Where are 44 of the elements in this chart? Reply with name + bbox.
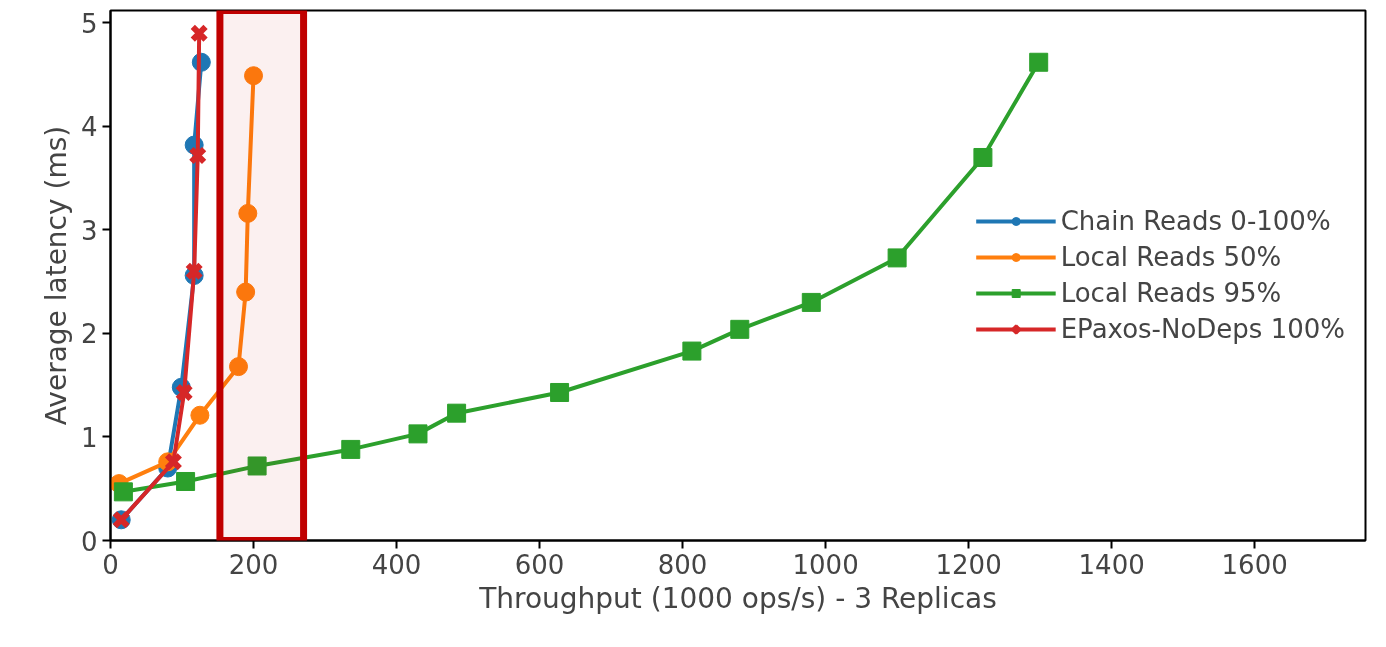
- point: [238, 203, 258, 223]
- point: [184, 262, 204, 281]
- x-tick-label: 1400: [1078, 549, 1145, 580]
- point: [190, 405, 210, 425]
- point: [1029, 52, 1049, 72]
- y-tick-label: 4: [80, 112, 98, 143]
- x-tick-label: 1000: [792, 549, 859, 580]
- point: [174, 383, 194, 402]
- x-tick-label: 1600: [1221, 549, 1288, 580]
- point: [887, 248, 907, 268]
- legend-label: Local Reads 95%: [1060, 278, 1282, 308]
- point: [247, 456, 267, 476]
- y-tick-label: 0: [80, 526, 98, 557]
- point: [164, 452, 183, 472]
- point: [176, 472, 196, 491]
- point: [801, 292, 821, 312]
- point: [113, 482, 133, 502]
- x-tick-label: 400: [371, 549, 422, 580]
- point: [236, 282, 256, 302]
- x-tick-label: 200: [228, 549, 279, 580]
- x-tick-label: 800: [657, 549, 708, 580]
- legend-label: Local Reads 50%: [1060, 242, 1282, 272]
- x-axis-title: Throughput (1000 ops/s) - 3 Replicas: [478, 581, 997, 615]
- y-tick-label: 3: [80, 215, 98, 246]
- x-tick-label: 0: [102, 549, 119, 580]
- point: [730, 319, 750, 339]
- legend-label: Chain Reads 0-100%: [1060, 206, 1331, 236]
- point: [408, 424, 428, 444]
- point: [244, 66, 264, 86]
- x-tick-label: 1200: [935, 549, 1002, 580]
- x-tick-label: 600: [514, 549, 565, 580]
- y-tick-label: 5: [80, 8, 98, 39]
- point: [973, 147, 993, 167]
- point: [550, 382, 570, 402]
- legend-label: EPaxos-NoDeps 100%: [1060, 314, 1345, 344]
- point: [682, 341, 702, 361]
- point: [341, 439, 361, 459]
- y-tick-label: 2: [80, 319, 98, 350]
- y-axis-title: Average latency (ms): [39, 125, 73, 426]
- point: [189, 23, 209, 43]
- y-tick-label: 1: [80, 422, 98, 453]
- point: [229, 357, 248, 377]
- point: [447, 403, 467, 423]
- point: [188, 146, 208, 165]
